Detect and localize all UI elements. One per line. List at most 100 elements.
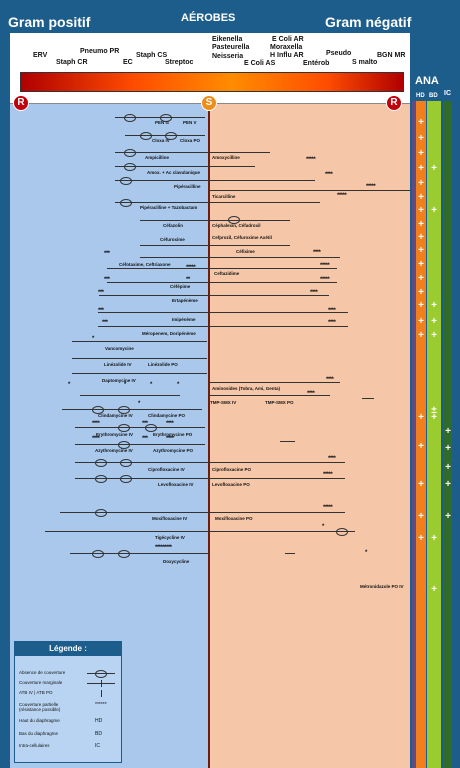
star-mark: ** xyxy=(186,277,190,283)
star-mark: * xyxy=(150,382,152,388)
antibiotic-label: Métronidazole PO IV xyxy=(360,584,404,589)
plus-icon: + xyxy=(418,330,424,341)
antibiotic-label: Ertapénème xyxy=(172,298,198,303)
antibiotic-label: Tigécycline IV xyxy=(155,535,185,540)
antibiotic-label: Pipéracilline + Tazobactam xyxy=(140,205,198,210)
star-mark: *** xyxy=(98,290,104,296)
star-mark: * xyxy=(92,336,94,342)
antibiotic-label: Céfixime xyxy=(236,249,255,254)
center-divider xyxy=(208,33,210,768)
legend-item-label: Bas du diaphragme xyxy=(19,731,59,736)
star-mark: ***** xyxy=(366,184,376,190)
antibiotic-label: Linézolide IV xyxy=(104,362,132,367)
antibiotic-label: Cloxa IV xyxy=(152,138,170,143)
antibiotic-label: Méropenem, Doripénème xyxy=(142,331,196,336)
antibiotic-label: TMP-SMX IV xyxy=(210,400,237,405)
bacteria-label: Streptoc xyxy=(165,59,194,66)
antibiotic-label: Moxifloxacine IV xyxy=(152,516,188,521)
legend-item-label: (résistance possible) xyxy=(19,707,61,712)
star-mark: *** xyxy=(142,421,148,427)
legend-symbol: ****** xyxy=(95,702,107,708)
antibiotic-label: Aminosides (Tobra, Ami, Genta) xyxy=(212,386,281,391)
plus-icon: + xyxy=(418,232,424,243)
plus-icon: + xyxy=(418,259,424,270)
plus-icon: + xyxy=(431,163,437,174)
gram-negative-title: Gram négatif xyxy=(325,14,412,30)
legend-title: Légende : xyxy=(15,642,121,656)
plus-icon: + xyxy=(445,426,451,437)
bacteria-label: Eikenella xyxy=(212,36,243,43)
ana-purple-strip xyxy=(412,101,416,768)
bacteria-label: Pneumo PR xyxy=(80,48,120,55)
plus-icon: + xyxy=(431,412,437,423)
antibiotic-label: Amox. + Ac clavulanique xyxy=(147,170,200,175)
ana-bd-plusminus: ± xyxy=(431,405,437,416)
bacteria-label: ERV xyxy=(33,52,48,59)
bacteria-label: H Influ AR xyxy=(270,52,304,59)
legend-item-label: Intra-cellulaires xyxy=(19,743,50,748)
plus-icon: + xyxy=(418,148,424,159)
antibiotic-label: Céfépime xyxy=(170,284,191,289)
star-mark: * xyxy=(177,382,179,388)
antibiotic-label: Clindamycine IV xyxy=(98,413,133,418)
antibiotic-label: Cloxa PO xyxy=(180,138,201,143)
plus-icon: + xyxy=(431,533,437,544)
bacteria-label: S malto xyxy=(352,59,378,66)
plus-icon: + xyxy=(418,511,424,522)
legend-item-label: ATB IV | ATB PO xyxy=(19,690,53,695)
antibiotic-label: Azythromycine IV xyxy=(95,448,133,453)
antibiotic-label: Levofloxacine IV xyxy=(158,482,194,487)
plus-icon: + xyxy=(418,178,424,189)
ana-title: ANA xyxy=(415,75,439,87)
star-mark: **** xyxy=(307,391,315,397)
bacteria-label: Staph CS xyxy=(136,52,168,59)
sensitive-center-marker: S xyxy=(201,95,217,111)
plus-icon: + xyxy=(418,117,424,128)
aerobes-title: AÉROBES xyxy=(181,12,236,24)
plus-icon: + xyxy=(431,316,437,327)
star-mark: **** xyxy=(92,436,100,442)
star-mark: **** xyxy=(166,421,174,427)
star-mark: **** xyxy=(328,320,336,326)
star-mark: **** xyxy=(313,250,321,256)
star-mark: ***** xyxy=(323,472,333,478)
bacteria-label: Entérob xyxy=(303,60,330,67)
plus-icon: + xyxy=(418,205,424,216)
bacteria-label: Pseudo xyxy=(326,50,352,57)
antibiotic-label: Erythromycine IV xyxy=(96,432,134,437)
plus-icon: + xyxy=(418,441,424,452)
gram-negative-panel xyxy=(210,33,410,768)
star-mark: ***** xyxy=(337,193,347,199)
legend-symbol: HD xyxy=(95,718,103,724)
star-mark: *** xyxy=(102,320,108,326)
antibiotic-label: Ampicilline xyxy=(145,155,170,160)
antibiotic-label: Ceftazidime xyxy=(214,271,240,276)
bacteria-label: Staph CR xyxy=(56,59,88,66)
antibiotic-label: Levofloxacine PO xyxy=(212,482,250,487)
plus-icon: + xyxy=(445,462,451,473)
legend-symbol: BD xyxy=(95,731,102,737)
legend-item-label: Haut du diaphragme xyxy=(19,718,60,723)
bacteria-label: Neisseria xyxy=(212,53,244,60)
bacteria-label: Moraxella xyxy=(270,44,303,51)
star-mark: **** xyxy=(92,421,100,427)
antibiotic-label: Céfuroxime xyxy=(160,237,185,242)
star-mark: ***** xyxy=(323,505,333,511)
resistant-right-marker: R xyxy=(386,95,402,111)
plus-icon: + xyxy=(418,273,424,284)
antibiotic-label: Vancomycine xyxy=(105,346,134,351)
bacteria-label: E Coli AR xyxy=(272,36,304,43)
plus-icon: + xyxy=(418,163,424,174)
legend-oval-icon xyxy=(95,670,107,678)
plus-icon: + xyxy=(418,533,424,544)
antibiotic-label: PEN G xyxy=(155,120,170,125)
ana-hd-column xyxy=(416,101,426,768)
antibiotic-label: Ticarcilline xyxy=(212,194,236,199)
antibiotic-label: Imipénème xyxy=(172,317,196,322)
star-mark: *** xyxy=(98,308,104,314)
antibiotic-label: TMP-SMX PO xyxy=(265,400,294,405)
star-mark: ***** xyxy=(320,263,330,269)
ic-label: IC xyxy=(444,90,451,97)
antibiotic-label: Cefprozil, Céfuroxime Axétil xyxy=(212,235,272,240)
antibiotic-label: Linézolide PO xyxy=(148,362,178,367)
